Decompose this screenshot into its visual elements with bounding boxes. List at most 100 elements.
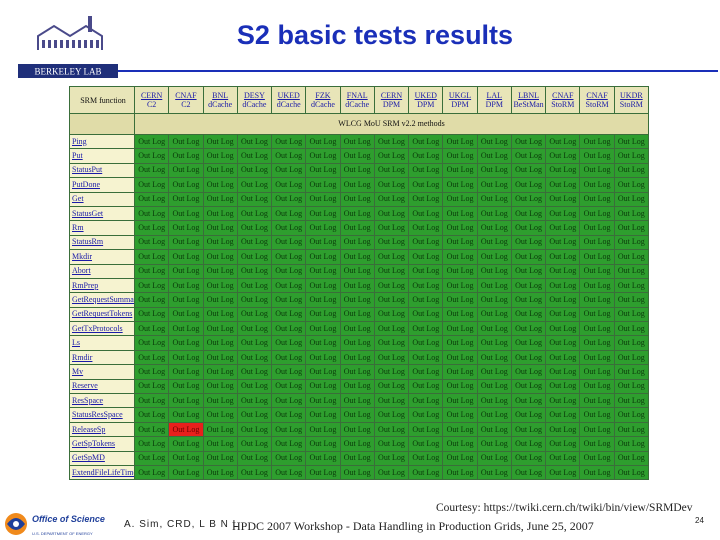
srm-function-link[interactable]: Rmdir [70,350,134,365]
result-cell-pass[interactable]: Out Log [135,149,169,163]
result-cell-pass[interactable]: Out Log [135,437,169,451]
result-cell-pass[interactable]: Out Log [374,394,409,408]
result-cell-pass[interactable]: Out Log [306,437,340,451]
result-cell-pass[interactable]: Out Log [340,451,374,465]
result-cell-pass[interactable]: Out Log [477,250,511,264]
srm-function-link[interactable]: Rm [70,221,134,235]
result-cell-pass[interactable]: Out Log [374,422,409,437]
result-cell-pass[interactable]: Out Log [511,379,546,394]
result-cell-pass[interactable]: Out Log [443,235,477,250]
result-cell-pass[interactable]: Out Log [374,178,409,192]
result-cell-pass[interactable]: Out Log [135,250,169,264]
result-cell-pass[interactable]: Out Log [580,250,614,264]
result-cell-pass[interactable]: Out Log [546,278,580,293]
result-cell-pass[interactable]: Out Log [546,451,580,465]
result-cell-fail[interactable]: Out Log [169,422,203,437]
result-cell-pass[interactable]: Out Log [409,221,443,235]
result-cell-pass[interactable]: Out Log [135,192,169,206]
result-cell-pass[interactable]: Out Log [340,178,374,192]
result-cell-pass[interactable]: Out Log [614,307,648,322]
result-cell-pass[interactable]: Out Log [169,350,203,365]
column-header-site[interactable]: CERN [140,91,163,100]
result-cell-pass[interactable]: Out Log [135,365,169,379]
result-cell-pass[interactable]: Out Log [477,278,511,293]
result-cell-pass[interactable]: Out Log [614,178,648,192]
column-header[interactable]: DESY dCache [237,87,272,113]
result-cell-pass[interactable]: Out Log [374,408,409,422]
result-cell-pass[interactable]: Out Log [443,149,477,163]
result-cell-pass[interactable]: Out Log [409,422,443,437]
result-cell-pass[interactable]: Out Log [203,163,237,178]
result-cell-pass[interactable]: Out Log [511,278,546,293]
result-cell-pass[interactable]: Out Log [374,163,409,178]
result-cell-pass[interactable]: Out Log [169,235,203,250]
column-header[interactable]: UKED dCache [272,87,306,113]
result-cell-pass[interactable]: Out Log [477,365,511,379]
result-cell-pass[interactable]: Out Log [409,465,443,480]
column-header[interactable]: CNAF C2 [169,87,203,113]
result-cell-pass[interactable]: Out Log [580,135,614,149]
result-cell-pass[interactable]: Out Log [374,365,409,379]
result-cell-pass[interactable]: Out Log [511,451,546,465]
result-cell-pass[interactable]: Out Log [409,206,443,221]
result-cell-pass[interactable]: Out Log [203,221,237,235]
column-header-site[interactable]: BNL [212,91,229,100]
result-cell-pass[interactable]: Out Log [237,336,272,350]
column-header[interactable]: UKED DPM [409,87,443,113]
result-cell-pass[interactable]: Out Log [580,264,614,278]
result-cell-pass[interactable]: Out Log [237,408,272,422]
result-cell-pass[interactable]: Out Log [203,250,237,264]
result-cell-pass[interactable]: Out Log [340,163,374,178]
result-cell-pass[interactable]: Out Log [135,264,169,278]
result-cell-pass[interactable]: Out Log [546,221,580,235]
srm-function-link[interactable]: Mkdir [70,250,134,264]
result-cell-pass[interactable]: Out Log [272,235,306,250]
result-cell-pass[interactable]: Out Log [409,437,443,451]
result-cell-pass[interactable]: Out Log [374,379,409,394]
result-cell-pass[interactable]: Out Log [272,307,306,322]
result-cell-pass[interactable]: Out Log [203,379,237,394]
result-cell-pass[interactable]: Out Log [443,264,477,278]
result-cell-pass[interactable]: Out Log [614,163,648,178]
result-cell-pass[interactable]: Out Log [546,394,580,408]
column-header[interactable]: CNAF StoRM [546,87,580,113]
result-cell-pass[interactable]: Out Log [306,293,340,307]
result-cell-pass[interactable]: Out Log [169,365,203,379]
result-cell-pass[interactable]: Out Log [580,163,614,178]
result-cell-pass[interactable]: Out Log [511,307,546,322]
result-cell-pass[interactable]: Out Log [443,221,477,235]
column-header[interactable]: FZK dCache [306,87,340,113]
result-cell-pass[interactable]: Out Log [135,307,169,322]
result-cell-pass[interactable]: Out Log [340,365,374,379]
result-cell-pass[interactable]: Out Log [237,135,272,149]
result-cell-pass[interactable]: Out Log [135,293,169,307]
result-cell-pass[interactable]: Out Log [443,465,477,480]
result-cell-pass[interactable]: Out Log [272,451,306,465]
result-cell-pass[interactable]: Out Log [203,465,237,480]
result-cell-pass[interactable]: Out Log [272,149,306,163]
result-cell-pass[interactable]: Out Log [306,206,340,221]
result-cell-pass[interactable]: Out Log [511,163,546,178]
result-cell-pass[interactable]: Out Log [374,135,409,149]
result-cell-pass[interactable]: Out Log [614,149,648,163]
result-cell-pass[interactable]: Out Log [340,408,374,422]
srm-function-link[interactable]: Reserve [70,379,134,394]
result-cell-pass[interactable]: Out Log [511,394,546,408]
result-cell-pass[interactable]: Out Log [443,206,477,221]
result-cell-pass[interactable]: Out Log [374,307,409,322]
column-header-site[interactable]: LAL [486,91,503,100]
result-cell-pass[interactable]: Out Log [374,322,409,336]
result-cell-pass[interactable]: Out Log [340,250,374,264]
column-header-site[interactable]: UKED [277,91,300,100]
result-cell-pass[interactable]: Out Log [580,235,614,250]
result-cell-pass[interactable]: Out Log [237,394,272,408]
result-cell-pass[interactable]: Out Log [237,264,272,278]
result-cell-pass[interactable]: Out Log [614,192,648,206]
result-cell-pass[interactable]: Out Log [477,192,511,206]
result-cell-pass[interactable]: Out Log [443,437,477,451]
result-cell-pass[interactable]: Out Log [511,322,546,336]
srm-function-link[interactable]: Ls [70,336,134,350]
result-cell-pass[interactable]: Out Log [306,149,340,163]
result-cell-pass[interactable]: Out Log [237,451,272,465]
result-cell-pass[interactable]: Out Log [614,379,648,394]
